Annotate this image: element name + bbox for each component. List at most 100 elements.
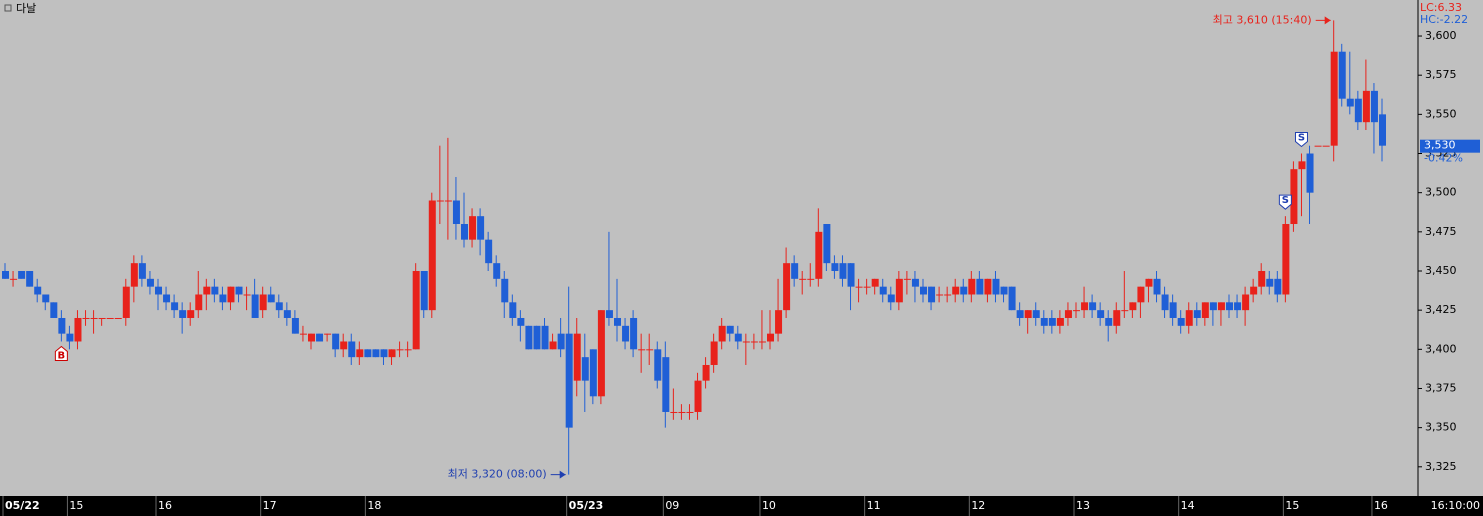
candle-body [308, 333, 315, 342]
candle-body [823, 224, 831, 264]
candle-body [146, 278, 154, 287]
candle-body [863, 286, 871, 288]
candle-body [767, 333, 774, 342]
candle-body [662, 357, 670, 412]
x-tick-label: 05/23 [569, 499, 604, 512]
y-tick-label: 3,325 [1425, 460, 1457, 473]
candle-body [412, 270, 420, 350]
menu-icon[interactable] [4, 4, 12, 12]
candle-body [557, 333, 565, 350]
candle-body [565, 333, 573, 428]
candle-body [670, 411, 678, 413]
low-note: 최저 3,320 (08:00) [448, 468, 547, 481]
candle-body [1121, 310, 1129, 312]
candle-body [976, 278, 984, 295]
x-tick-label: 16 [1374, 499, 1388, 512]
candle-body [1177, 317, 1185, 326]
candle-body [340, 341, 348, 350]
candle-body [517, 317, 525, 326]
signal-marker [1278, 194, 1292, 210]
low-arrow-head [559, 470, 566, 479]
candle-body [219, 294, 227, 303]
candle-body [992, 278, 1000, 295]
signal-label: S [1282, 195, 1289, 206]
candle-body [106, 317, 114, 319]
y-tick-label: 3,375 [1425, 381, 1457, 394]
x-tick-label: 13 [1076, 499, 1090, 512]
candle-body [1226, 302, 1233, 311]
candle-body [1322, 145, 1330, 147]
candle-body [936, 294, 944, 296]
hc-label: HC:-2.22 [1420, 13, 1468, 26]
x-tick-label: 12 [971, 499, 985, 512]
change-label: -0.42% [1424, 152, 1463, 165]
candle-body [227, 286, 235, 303]
candle-body [267, 294, 275, 303]
candle-body [646, 349, 654, 351]
y-tick-label: 3,550 [1425, 107, 1457, 120]
candle-body [960, 286, 968, 295]
candle-body [50, 302, 58, 318]
candle-body [509, 302, 517, 318]
y-tick-label: 3,425 [1425, 303, 1457, 316]
candle-body [380, 349, 388, 358]
candle-body [428, 200, 436, 311]
candle-body [1274, 278, 1282, 295]
candle-body [235, 286, 243, 295]
candle-body [1081, 302, 1089, 311]
candle-body [839, 263, 847, 279]
candle-body [758, 341, 766, 343]
candle-body [1161, 294, 1169, 311]
candle-body [1032, 310, 1040, 318]
candle-body [1105, 317, 1113, 326]
candle-body [597, 310, 605, 397]
candle-body [1250, 286, 1258, 295]
candle-body [203, 286, 211, 295]
candle-body [920, 286, 927, 295]
candle-body [1113, 310, 1121, 326]
candle-body [114, 317, 122, 319]
candle-body [1016, 310, 1024, 318]
y-tick-label: 3,450 [1425, 264, 1457, 277]
candle-body [356, 349, 364, 358]
candle-body [1330, 51, 1338, 146]
candle-body [1370, 90, 1378, 123]
candle-body [259, 294, 267, 311]
candle-body [1056, 317, 1064, 326]
candle-body [573, 333, 581, 381]
candle-body [968, 278, 976, 295]
candle-body [332, 333, 340, 350]
candle-body [26, 270, 34, 287]
candle-body [589, 349, 597, 397]
candle-body [1282, 224, 1290, 295]
candle-body [1306, 153, 1314, 193]
candle-body [34, 286, 42, 295]
candle-body [299, 333, 307, 335]
candle-body [1048, 317, 1056, 326]
candle-body [742, 341, 750, 343]
signal-label: B [58, 350, 66, 361]
candle-body [718, 325, 726, 342]
candle-body [1354, 98, 1362, 123]
candle-body [195, 294, 203, 311]
candle-body [420, 270, 428, 311]
candle-body [678, 411, 686, 413]
candle-body [1290, 169, 1298, 225]
candle-body [501, 278, 509, 303]
candle-body [734, 333, 742, 342]
x-tick-label: 17 [263, 499, 277, 512]
chart-title: 다날 [16, 2, 36, 15]
candle-body [1379, 114, 1386, 146]
candle-body [283, 310, 291, 318]
candle-body [1242, 294, 1250, 311]
signal-marker [54, 345, 68, 361]
candle-body [1209, 302, 1217, 311]
candle-body [944, 294, 952, 296]
candle-body [1314, 145, 1322, 147]
candle-body [1073, 310, 1080, 312]
candle-body [799, 278, 807, 280]
candle-body [74, 317, 82, 342]
x-tick-label: 05/22 [5, 499, 40, 512]
